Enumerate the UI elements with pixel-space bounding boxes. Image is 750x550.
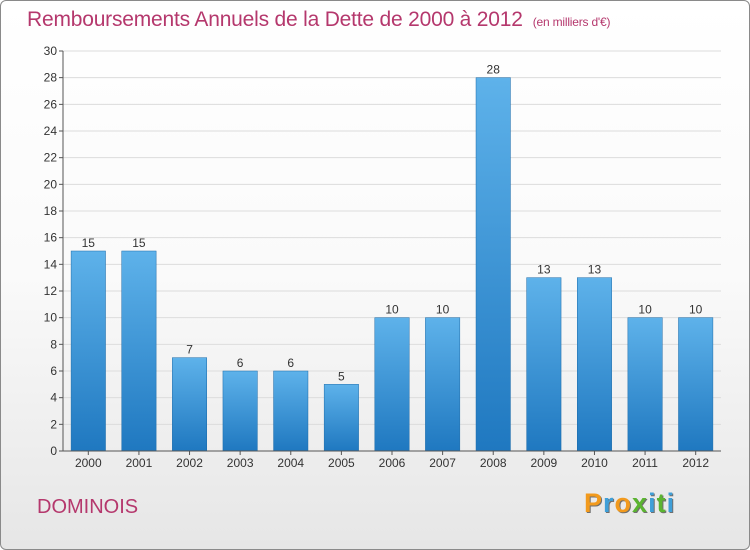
bar-value-label: 15 — [82, 236, 96, 250]
logo-letter: i — [648, 488, 657, 518]
logo-letter: i — [666, 488, 676, 518]
y-tick-label: 24 — [44, 124, 58, 138]
x-tick-label: 2011 — [632, 456, 658, 470]
bar-value-label: 28 — [487, 63, 501, 77]
bar — [475, 77, 511, 452]
bar — [172, 357, 207, 452]
bar-value-label: 15 — [132, 236, 146, 250]
bar — [222, 370, 258, 452]
logo-letter: P — [584, 488, 604, 518]
x-tick-label: 2001 — [126, 456, 153, 470]
x-tick-label: 2010 — [581, 456, 608, 470]
bar-value-label: 10 — [385, 303, 399, 317]
y-tick-label: 8 — [50, 337, 57, 351]
x-tick-label: 2009 — [530, 456, 557, 470]
x-tick-label: 2005 — [328, 456, 355, 470]
x-tick-label: 2012 — [682, 456, 709, 470]
bar — [121, 250, 157, 452]
x-tick-label: 2006 — [379, 456, 406, 470]
y-tick-label: 30 — [44, 44, 58, 58]
y-tick-label: 6 — [50, 364, 57, 378]
bar-value-label: 10 — [436, 303, 450, 317]
bar — [323, 384, 359, 452]
bar-value-label: 10 — [689, 303, 703, 317]
logo-letter: o — [614, 488, 633, 518]
bar — [273, 370, 309, 452]
proxiti-logo: Proxiti — [584, 488, 675, 519]
bar-value-label: 5 — [338, 369, 345, 383]
y-tick-label: 18 — [44, 204, 58, 218]
bar — [577, 277, 612, 452]
logo-letter: r — [603, 488, 615, 518]
y-tick-label: 16 — [44, 231, 58, 245]
y-tick-label: 0 — [50, 444, 57, 458]
logo-letter: x — [632, 488, 649, 518]
bar — [678, 317, 714, 452]
bar-value-label: 13 — [537, 263, 551, 277]
y-tick-label: 10 — [44, 311, 58, 325]
bar-value-label: 13 — [588, 263, 602, 277]
bar — [526, 277, 562, 452]
chart-title: Remboursements Annuels de la Dette de 20… — [27, 8, 610, 32]
unit-note: (en milliers d'€) — [532, 15, 611, 29]
x-tick-label: 2007 — [429, 456, 456, 470]
y-tick-label: 14 — [44, 257, 58, 271]
bars: 15 15 7 6 6 5 10 10 28 13 13 10 10 — [70, 63, 714, 452]
x-tick-label: 2008 — [480, 456, 507, 470]
bar-value-label: 10 — [638, 303, 652, 317]
bar-value-label: 7 — [186, 343, 193, 357]
bar — [374, 317, 410, 452]
bar — [627, 317, 663, 452]
x-axis: 2000 2001 2002 2003 2004 2005 2006 2007 2008 2009… — [63, 450, 721, 470]
x-tick-label: 2002 — [176, 456, 203, 470]
y-tick-label: 20 — [44, 177, 58, 191]
y-tick-label: 12 — [44, 284, 58, 298]
y-tick-label: 22 — [44, 151, 58, 165]
bar-value-label: 6 — [237, 356, 244, 370]
x-tick-label: 2000 — [75, 456, 102, 470]
y-tick-label: 26 — [44, 97, 58, 111]
y-tick-label: 4 — [50, 391, 57, 405]
logo-letter: t — [656, 488, 667, 518]
commune-name: DOMINOIS — [37, 496, 139, 518]
x-tick-label: 2004 — [277, 456, 304, 470]
bar-value-label: 6 — [287, 356, 294, 370]
x-tick-label: 2003 — [227, 456, 254, 470]
bar — [70, 250, 106, 452]
title-text: Remboursements Annuels de la Dette de 20… — [27, 8, 523, 31]
y-tick-label: 28 — [44, 71, 58, 85]
y-tick-label: 2 — [50, 417, 57, 431]
bar — [425, 317, 461, 452]
